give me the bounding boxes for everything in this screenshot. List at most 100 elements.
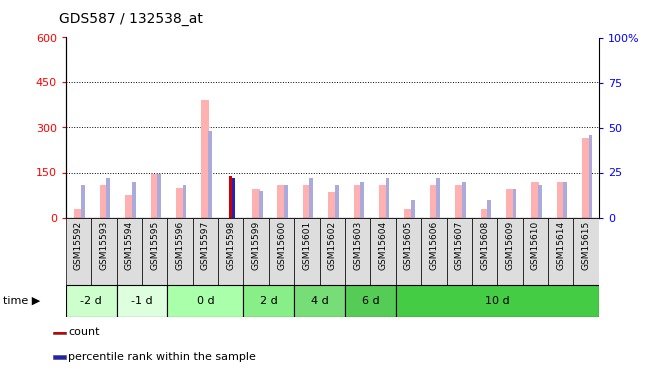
Bar: [218, 217, 243, 285]
Bar: [100, 184, 108, 218]
Bar: [395, 217, 421, 285]
Bar: [328, 192, 336, 217]
Text: GSM15610: GSM15610: [531, 221, 540, 270]
Bar: [480, 209, 489, 218]
Bar: [278, 184, 286, 218]
Bar: [243, 217, 269, 285]
Text: -1 d: -1 d: [131, 296, 153, 306]
Text: GSM15595: GSM15595: [150, 221, 159, 270]
Bar: [462, 182, 466, 218]
Bar: [582, 138, 590, 218]
Bar: [430, 184, 438, 218]
Text: GSM15596: GSM15596: [176, 221, 184, 270]
Bar: [353, 184, 362, 218]
Bar: [201, 100, 209, 218]
Bar: [557, 182, 565, 218]
Bar: [531, 182, 540, 218]
Bar: [294, 285, 345, 317]
Bar: [497, 217, 522, 285]
Bar: [142, 217, 167, 285]
Text: GSM15592: GSM15592: [74, 221, 83, 270]
Text: GSM15599: GSM15599: [251, 221, 261, 270]
Bar: [167, 217, 193, 285]
Bar: [107, 178, 111, 218]
Text: 4 d: 4 d: [311, 296, 328, 306]
Bar: [157, 174, 161, 217]
Bar: [74, 209, 82, 218]
Bar: [589, 135, 592, 218]
Bar: [411, 200, 415, 217]
Bar: [53, 355, 66, 359]
Bar: [132, 182, 136, 218]
Text: GSM15607: GSM15607: [455, 221, 464, 270]
Bar: [395, 285, 599, 317]
Bar: [243, 285, 294, 317]
Text: GSM15609: GSM15609: [505, 221, 515, 270]
Bar: [182, 185, 186, 218]
Bar: [360, 182, 364, 218]
Text: GSM15597: GSM15597: [201, 221, 210, 270]
Text: percentile rank within the sample: percentile rank within the sample: [68, 352, 256, 362]
Text: -2 d: -2 d: [80, 296, 102, 306]
Bar: [81, 185, 85, 218]
Bar: [116, 217, 142, 285]
Bar: [487, 200, 491, 217]
Bar: [563, 182, 567, 218]
Bar: [176, 188, 184, 218]
Bar: [472, 217, 497, 285]
Bar: [573, 217, 599, 285]
Text: count: count: [68, 327, 100, 337]
Text: GDS587 / 132538_at: GDS587 / 132538_at: [59, 12, 203, 26]
Text: 10 d: 10 d: [485, 296, 509, 306]
Bar: [167, 285, 243, 317]
Bar: [370, 217, 395, 285]
Text: GSM15600: GSM15600: [277, 221, 286, 270]
Bar: [309, 178, 313, 218]
Bar: [193, 217, 218, 285]
Bar: [91, 217, 116, 285]
Text: GSM15614: GSM15614: [556, 221, 565, 270]
Text: GSM15601: GSM15601: [303, 221, 311, 270]
Bar: [252, 189, 260, 217]
Text: GSM15594: GSM15594: [125, 221, 134, 270]
Bar: [66, 285, 116, 317]
Bar: [53, 330, 66, 334]
Bar: [548, 217, 573, 285]
Text: 6 d: 6 d: [361, 296, 379, 306]
Bar: [232, 178, 235, 218]
Bar: [522, 217, 548, 285]
Bar: [345, 285, 395, 317]
Bar: [345, 217, 370, 285]
Bar: [455, 184, 463, 218]
Bar: [229, 176, 232, 217]
Bar: [386, 178, 390, 218]
Bar: [208, 131, 212, 218]
Bar: [436, 178, 440, 218]
Bar: [66, 217, 91, 285]
Text: GSM15604: GSM15604: [378, 221, 388, 270]
Bar: [294, 217, 320, 285]
Bar: [269, 217, 294, 285]
Bar: [303, 184, 311, 218]
Bar: [259, 190, 263, 217]
Text: time ▶: time ▶: [3, 296, 41, 306]
Bar: [320, 217, 345, 285]
Text: GSM15606: GSM15606: [429, 221, 438, 270]
Bar: [405, 209, 413, 218]
Bar: [506, 189, 514, 217]
Bar: [125, 195, 134, 217]
Text: GSM15602: GSM15602: [328, 221, 337, 270]
Bar: [116, 285, 167, 317]
Text: 2 d: 2 d: [260, 296, 278, 306]
Text: GSM15598: GSM15598: [226, 221, 236, 270]
Text: GSM15608: GSM15608: [480, 221, 489, 270]
Bar: [335, 185, 339, 218]
Bar: [284, 185, 288, 218]
Bar: [421, 217, 447, 285]
Bar: [538, 185, 542, 218]
Text: GSM15603: GSM15603: [353, 221, 362, 270]
Bar: [151, 174, 159, 217]
Text: GSM15615: GSM15615: [582, 221, 591, 270]
Bar: [447, 217, 472, 285]
Bar: [379, 184, 387, 218]
